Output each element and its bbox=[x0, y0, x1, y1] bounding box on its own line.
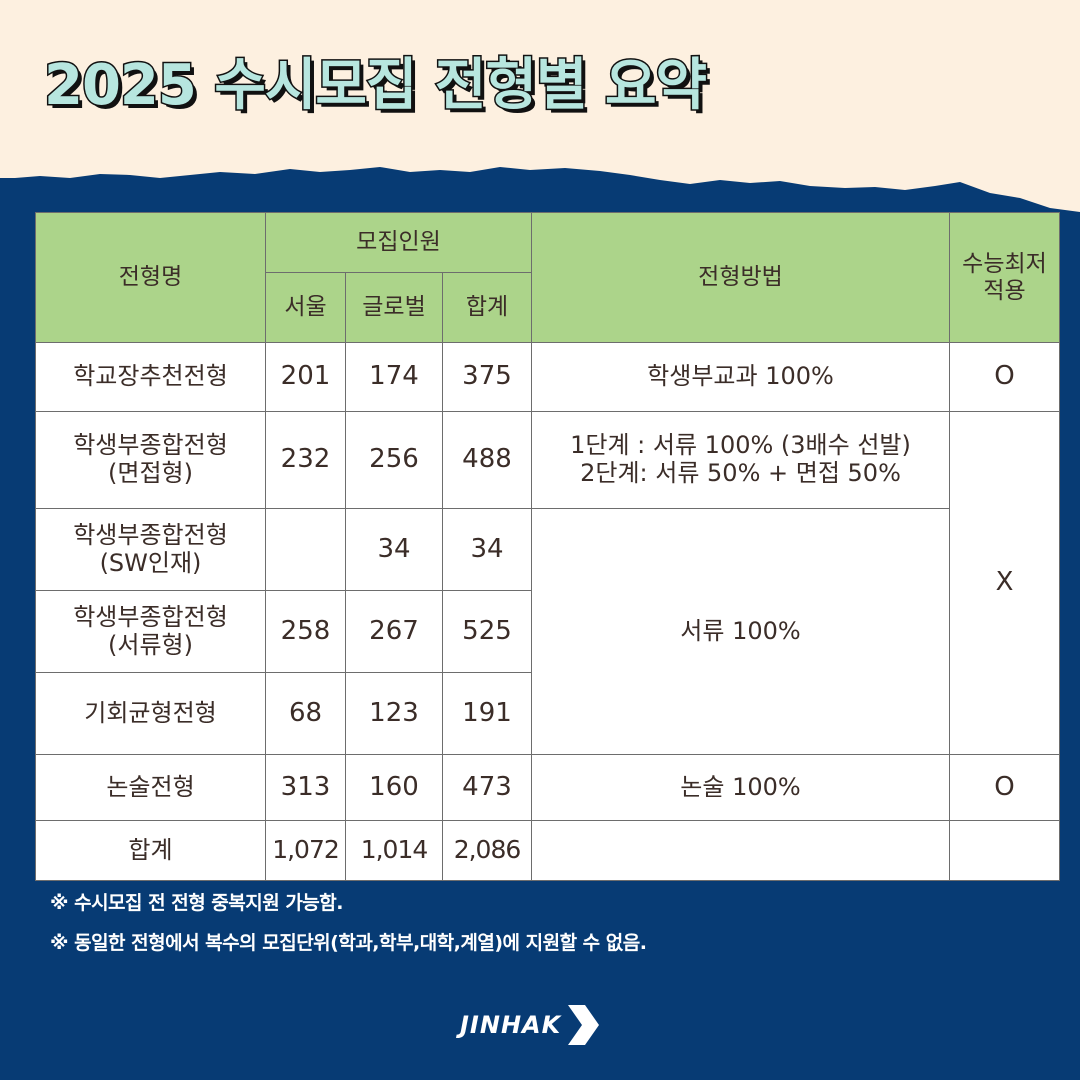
torn-paper-header bbox=[0, 0, 1080, 212]
table-row: 기회균형전형 68 123 191 bbox=[35, 672, 1060, 755]
cell-sum: 525 bbox=[442, 590, 532, 673]
table-row: 학교장추천전형 201 174 375 학생부교과 100% O bbox=[35, 342, 1060, 412]
header-csat-line: 적용 bbox=[983, 277, 1026, 304]
method-line: 1단계 : 서류 100% (3배수 선발) bbox=[570, 431, 911, 460]
table-row: 학생부종합전형 (SW인재) 34 34 서류 100% bbox=[35, 508, 1060, 755]
cell-sum: 34 bbox=[442, 508, 532, 591]
row-name: 학생부종합전형 (면접형) bbox=[35, 411, 266, 509]
header-csat-line: 수능최저 bbox=[962, 251, 1047, 278]
cell-seoul: 201 bbox=[265, 342, 346, 412]
cell-global: 1,014 bbox=[345, 820, 443, 881]
chevron-right-icon bbox=[568, 1005, 600, 1045]
cell-seoul bbox=[265, 508, 346, 591]
table-row: 논술전형 313 160 473 논술 100% O bbox=[35, 754, 1060, 821]
jinhak-logo: JINHAK bbox=[460, 1000, 601, 1050]
header-global: 글로벌 bbox=[345, 272, 443, 343]
header-sum: 합계 bbox=[442, 272, 532, 343]
cell-seoul: 68 bbox=[265, 672, 346, 755]
method-line: 2단계: 서류 50% + 면접 50% bbox=[580, 459, 901, 487]
row-name: 학생부종합전형 (서류형) bbox=[35, 590, 266, 673]
cell-csat: X bbox=[949, 411, 1060, 755]
row-name: 논술전형 bbox=[35, 754, 266, 821]
table-row: 학생부종합전형 (면접형) 232 256 488 1단계 : 서류 100% … bbox=[35, 411, 1060, 755]
cell-sum: 191 bbox=[442, 672, 532, 755]
header-method: 전형방법 bbox=[531, 212, 950, 343]
cell-global: 123 bbox=[345, 672, 443, 755]
header-csat: 수능최저 적용 bbox=[949, 212, 1060, 343]
header-seoul: 서울 bbox=[265, 272, 346, 343]
logo-text: JINHAK bbox=[460, 1011, 562, 1039]
row-name-line: 학생부종합전형 bbox=[73, 602, 228, 631]
cell-sum: 375 bbox=[442, 342, 532, 412]
row-name: 합계 bbox=[35, 820, 266, 881]
row-name: 기회균형전형 bbox=[35, 672, 266, 755]
table-row-total: 합계 1,072 1,014 2,086 bbox=[35, 820, 1060, 881]
row-name-line: 학생부종합전형 bbox=[73, 520, 228, 549]
cell-sum: 473 bbox=[442, 754, 532, 821]
cell-method: 학생부교과 100% bbox=[531, 342, 950, 412]
row-name-line: (서류형) bbox=[108, 630, 193, 659]
cell-global: 160 bbox=[345, 754, 443, 821]
cell-sum: 488 bbox=[442, 411, 532, 509]
cell-method: 논술 100% bbox=[531, 754, 950, 821]
cell-global: 267 bbox=[345, 590, 443, 673]
note-item: ※ 동일한 전형에서 복수의 모집단위(학과,학부,대학,계열)에 지원할 수 … bbox=[50, 932, 647, 954]
cell-global: 174 bbox=[345, 342, 443, 412]
row-name-line: 학생부종합전형 bbox=[73, 431, 228, 460]
cell-seoul: 313 bbox=[265, 754, 346, 821]
cell-seoul: 1,072 bbox=[265, 820, 346, 881]
header-name: 전형명 bbox=[35, 212, 266, 343]
cell-method bbox=[531, 820, 950, 881]
cell-sum: 2,086 bbox=[442, 820, 532, 881]
cell-csat: O bbox=[949, 342, 1060, 412]
notes: ※ 수시모집 전 전형 중복지원 가능함. ※ 동일한 전형에서 복수의 모집단… bbox=[50, 888, 647, 968]
header-recruit: 모집인원 bbox=[265, 212, 532, 273]
row-name-line: (SW인재) bbox=[99, 548, 202, 577]
row-name-line: (면접형) bbox=[108, 459, 193, 487]
note-item: ※ 수시모집 전 전형 중복지원 가능함. bbox=[50, 892, 343, 914]
cell-csat: O bbox=[949, 754, 1060, 821]
cell-seoul: 258 bbox=[265, 590, 346, 673]
cell-method: 서류 100% bbox=[531, 508, 950, 755]
cell-global: 34 bbox=[345, 508, 443, 591]
cell-csat bbox=[949, 820, 1060, 881]
row-name: 학생부종합전형 (SW인재) bbox=[35, 508, 266, 591]
cell-method: 1단계 : 서류 100% (3배수 선발) 2단계: 서류 50% + 면접 … bbox=[531, 411, 950, 509]
row-name: 학교장추천전형 bbox=[35, 342, 266, 412]
table-row: 학생부종합전형 (서류형) 258 267 525 bbox=[35, 590, 1060, 673]
admission-summary-table: 전형명 모집인원 전형방법 수능최저 적용 서울 글로벌 합계 학교장추천전형 … bbox=[35, 212, 1060, 881]
cell-global: 256 bbox=[345, 411, 443, 509]
cell-seoul: 232 bbox=[265, 411, 346, 509]
page-title: 2025 수시모집 전형별 요약 bbox=[42, 52, 708, 120]
